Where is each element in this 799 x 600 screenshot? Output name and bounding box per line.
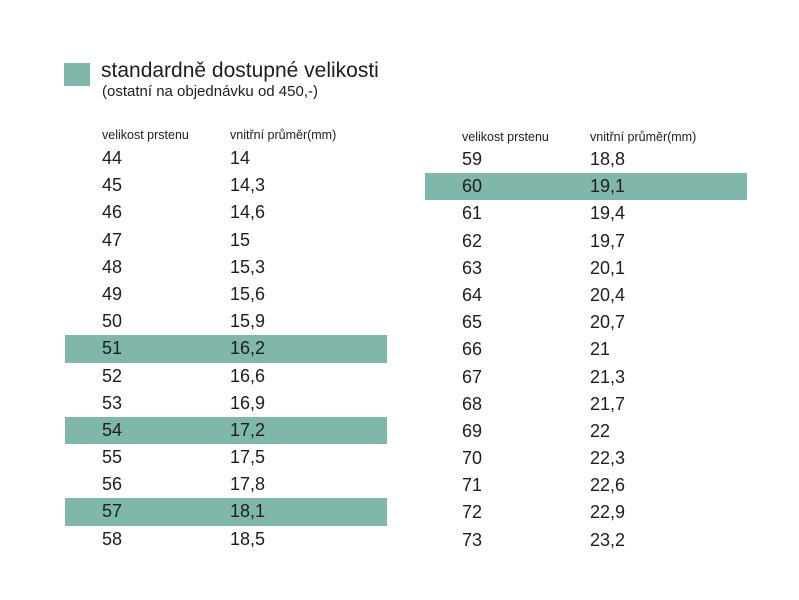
ring-size-cell: 47 (102, 229, 123, 250)
table-row: 49 15,6 (65, 281, 387, 308)
ring-size-cell: 50 (102, 311, 123, 332)
table-row: 48 15,3 (65, 254, 387, 281)
inner-diameter-cell: 18,1 (230, 501, 266, 522)
table-row: 66 21 (425, 336, 747, 363)
inner-diameter-cell: 20,7 (590, 312, 626, 333)
table-row: 46 14,6 (65, 199, 387, 226)
inner-diameter-cell: 14,3 (230, 175, 266, 196)
column-header-size: velikost prstenu (102, 128, 189, 142)
table-row: 55 17,5 (65, 444, 387, 471)
ring-size-cell: 64 (462, 284, 483, 305)
table-row: 59 18,8 (425, 146, 747, 173)
inner-diameter-cell: 22,6 (590, 475, 626, 496)
table-row: 60 19,1 (425, 173, 747, 201)
ring-size-cell: 65 (462, 312, 483, 333)
ring-size-cell: 57 (102, 501, 123, 522)
table-row: 58 18,5 (65, 526, 387, 553)
table-row: 72 22,9 (425, 499, 747, 526)
table-row: 56 17,8 (65, 471, 387, 498)
table-row: 64 20,4 (425, 282, 747, 309)
ring-size-cell: 56 (102, 474, 123, 495)
column-header-diameter: vnitřní průměr(mm) (230, 128, 337, 142)
table-row: 52 16,6 (65, 363, 387, 390)
inner-diameter-cell: 19,7 (590, 230, 626, 251)
inner-diameter-cell: 21 (590, 339, 611, 360)
table-row: 57 18,1 (65, 498, 387, 526)
ring-size-cell: 55 (102, 447, 123, 468)
table-rows: 44 14 45 14,3 46 14,6 47 15 48 15,3 49 15,6 50 15,9 51… (65, 145, 387, 553)
table-row: 50 15,9 (65, 308, 387, 335)
inner-diameter-cell: 18,8 (590, 149, 626, 169)
table-row: 47 15 (65, 227, 387, 254)
ring-size-cell: 53 (102, 392, 123, 413)
table-row: 70 22,3 (425, 445, 747, 472)
ring-size-cell: 61 (462, 203, 483, 224)
inner-diameter-cell: 16,9 (230, 392, 266, 413)
ring-size-cell: 67 (462, 366, 483, 387)
ring-size-cell: 73 (462, 529, 483, 550)
ring-size-cell: 71 (462, 475, 483, 496)
inner-diameter-cell: 22,9 (590, 502, 626, 523)
ring-size-cell: 72 (462, 502, 483, 523)
table-rows: 59 18,8 60 19,1 61 19,4 62 19,7 63 20,1 64 20,4 65 20… (425, 146, 747, 554)
inner-diameter-cell: 23,2 (590, 529, 626, 550)
table-row: 68 21,7 (425, 391, 747, 418)
ring-size-cell: 59 (462, 149, 483, 169)
inner-diameter-cell: 20,4 (590, 284, 626, 305)
ring-size-cell: 49 (102, 283, 123, 304)
table-row: 53 16,9 (65, 390, 387, 417)
legend-title: standardně dostupné velikosti (101, 59, 379, 82)
legend-swatch (64, 63, 90, 86)
ring-size-cell: 70 (462, 448, 483, 469)
ring-size-cell: 60 (462, 176, 483, 197)
table-row: 73 23,2 (425, 527, 747, 554)
inner-diameter-cell: 15,6 (230, 283, 266, 304)
ring-size-cell: 45 (102, 175, 123, 196)
inner-diameter-cell: 14 (230, 148, 251, 168)
inner-diameter-cell: 15 (230, 229, 251, 250)
ring-size-cell: 68 (462, 393, 483, 414)
inner-diameter-cell: 19,4 (590, 203, 626, 224)
ring-size-cell: 54 (102, 419, 123, 440)
inner-diameter-cell: 14,6 (230, 202, 266, 223)
table-row: 44 14 (65, 145, 387, 172)
table-row: 65 20,7 (425, 309, 747, 336)
table-row: 69 22 (425, 418, 747, 445)
inner-diameter-cell: 17,8 (230, 474, 266, 495)
table-row: 54 17,2 (65, 416, 387, 445)
inner-diameter-cell: 15,3 (230, 256, 266, 277)
column-header-diameter: vnitřní průměr(mm) (590, 130, 697, 144)
ring-size-cell: 62 (462, 230, 483, 251)
inner-diameter-cell: 15,9 (230, 311, 266, 332)
ring-size-cell: 66 (462, 339, 483, 360)
inner-diameter-cell: 16,2 (230, 338, 266, 359)
ring-size-cell: 63 (462, 257, 483, 278)
table-row: 51 16,2 (65, 335, 387, 363)
inner-diameter-cell: 19,1 (590, 176, 626, 197)
inner-diameter-cell: 16,6 (230, 365, 266, 386)
inner-diameter-cell: 20,1 (590, 257, 626, 278)
legend-subtitle: (ostatní na objednávku od 450,-) (102, 83, 318, 100)
table-row: 45 14,3 (65, 172, 387, 199)
column-header-size: velikost prstenu (462, 130, 549, 144)
ring-size-cell: 48 (102, 256, 123, 277)
inner-diameter-cell: 22,3 (590, 448, 626, 469)
inner-diameter-cell: 17,5 (230, 447, 266, 468)
table-row: 71 22,6 (425, 472, 747, 499)
table-row: 63 20,1 (425, 255, 747, 282)
table-row: 61 19,4 (425, 200, 747, 227)
inner-diameter-cell: 17,2 (230, 419, 266, 440)
ring-size-cell: 69 (462, 420, 483, 441)
ring-size-cell: 46 (102, 202, 123, 223)
ring-size-cell: 58 (102, 528, 123, 549)
ring-size-cell: 52 (102, 365, 123, 386)
inner-diameter-cell: 22 (590, 420, 611, 441)
ring-size-cell: 51 (102, 338, 123, 359)
ring-size-cell: 44 (102, 148, 123, 168)
table-row: 62 19,7 (425, 228, 747, 255)
inner-diameter-cell: 21,3 (590, 366, 626, 387)
inner-diameter-cell: 18,5 (230, 528, 266, 549)
inner-diameter-cell: 21,7 (590, 393, 626, 414)
table-row: 67 21,3 (425, 364, 747, 391)
